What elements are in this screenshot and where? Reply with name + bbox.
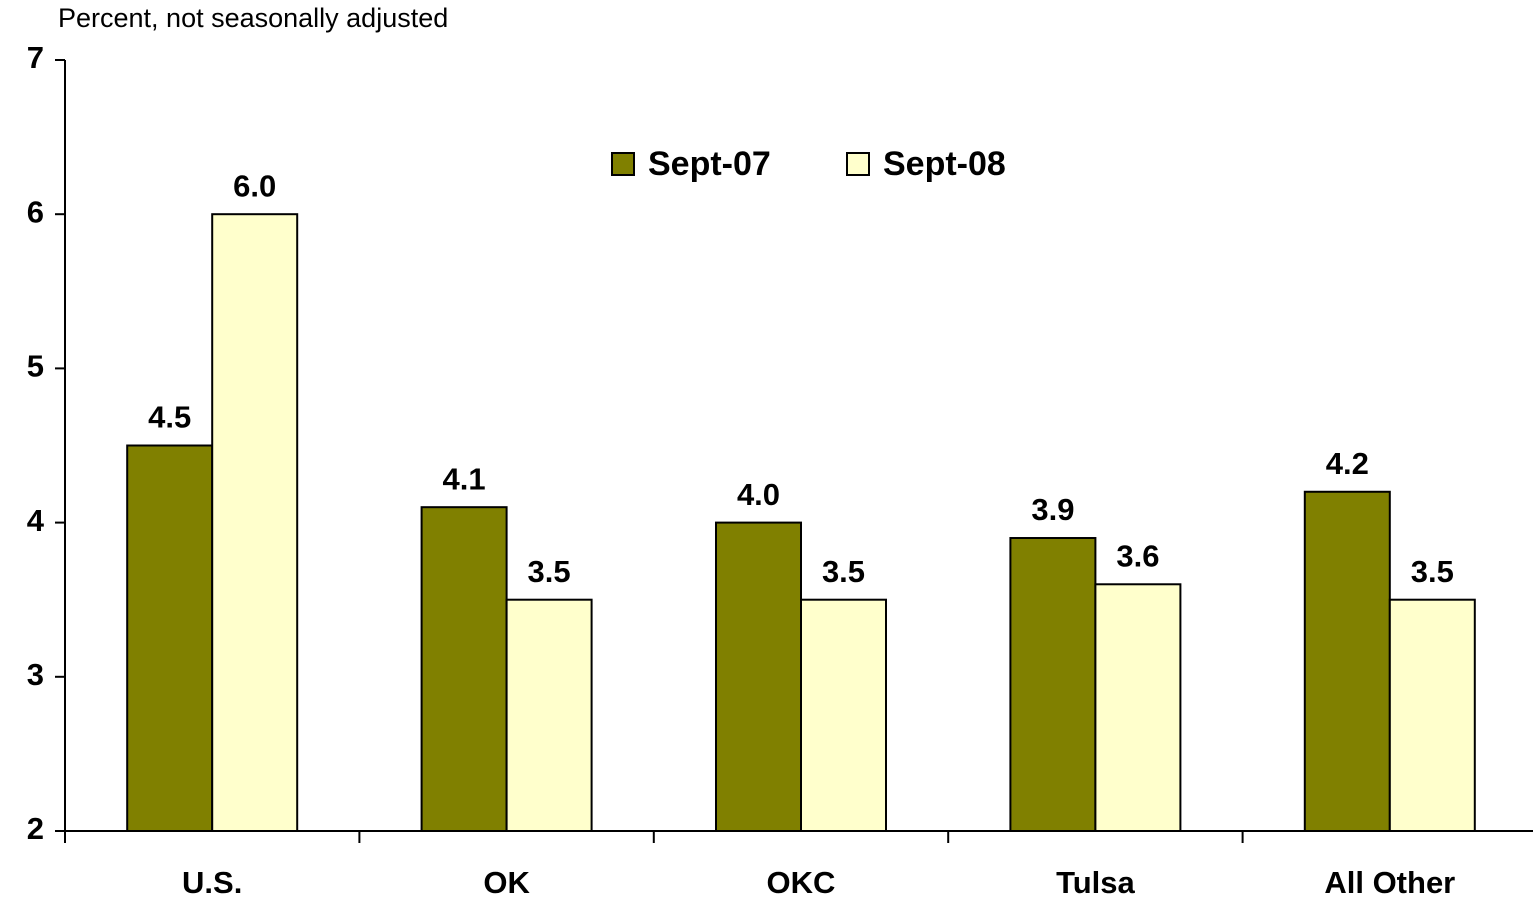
bar <box>1303 490 1391 832</box>
bar <box>1388 598 1476 833</box>
y-tick-label: 5 <box>27 349 44 384</box>
y-tick-label: 6 <box>27 194 44 229</box>
bar <box>505 598 593 833</box>
x-tick-label: OK <box>483 865 530 900</box>
data-label: 3.9 <box>1031 492 1074 527</box>
x-tick-label: Tulsa <box>1056 865 1135 900</box>
y-tick-label: 7 <box>27 40 44 75</box>
bar <box>715 521 802 832</box>
data-label: 4.1 <box>443 461 486 496</box>
data-label: 3.5 <box>528 554 571 589</box>
x-tick-label: All Other <box>1324 865 1455 900</box>
bar <box>126 444 214 832</box>
x-tick-label: OKC <box>767 865 836 900</box>
data-label: 4.0 <box>737 477 780 512</box>
data-label: 3.5 <box>822 554 865 589</box>
y-tick-label: 3 <box>27 657 44 692</box>
y-tick-label: 4 <box>27 503 45 538</box>
legend-label: Sept-08 <box>883 145 1006 183</box>
x-tick-label: U.S. <box>182 865 242 900</box>
legend-label: Sept-07 <box>648 145 771 183</box>
chart-subtitle: Percent, not seasonally adjusted <box>58 3 448 33</box>
bar <box>1094 583 1182 833</box>
data-label: 6.0 <box>233 168 276 203</box>
bar <box>1009 537 1097 833</box>
legend-swatch <box>611 152 635 176</box>
y-tick-label: 2 <box>27 811 44 846</box>
legend-swatch <box>846 152 870 176</box>
data-label: 3.6 <box>1116 538 1159 573</box>
bar <box>800 598 887 833</box>
bar <box>420 506 508 832</box>
data-label: 4.2 <box>1326 446 1369 481</box>
data-label: 4.5 <box>148 400 191 435</box>
data-label: 3.5 <box>1411 554 1454 589</box>
bar <box>211 213 299 832</box>
